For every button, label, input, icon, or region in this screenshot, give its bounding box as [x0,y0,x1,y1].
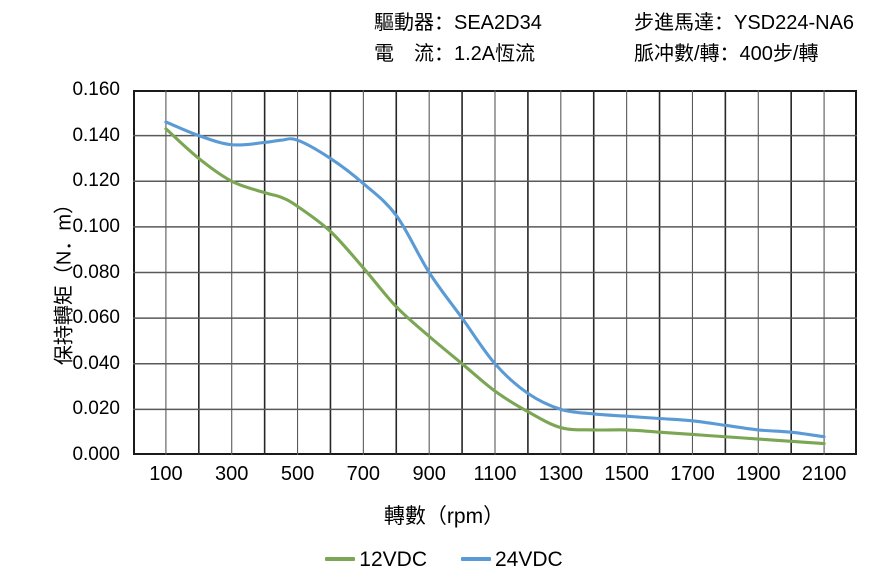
y-tick-label: 0.040 [72,352,120,374]
y-tick-label: 0.060 [72,307,120,329]
x-axis-title: 轉數（rpm） [383,505,505,528]
header-row-1: 驅動器：SEA2D34 步進馬達：YSD224-NA6 [0,10,888,40]
driver-model-text: 驅動器：SEA2D34 [374,12,542,34]
header-row-2: 電 流：1.2A恆流 脈冲數/轉：400步/轉 [0,41,888,71]
x-tick-label: 1100 [473,463,517,485]
pulses-per-rev-text: 脈冲數/轉：400步/轉 [634,43,819,65]
grid-lines [133,90,857,455]
chart-legend: 12VDC 24VDC [0,544,888,574]
y-axis-tick-labels: 0.160 0.140 0.120 0.100 0.080 0.060 0.040 0.020… [0,80,120,464]
x-tick-label: 500 [280,463,315,485]
y-tick-label: 0.120 [72,170,120,192]
legend-swatch-icon [325,557,356,561]
plot-area [133,90,857,455]
y-tick-label: 0.140 [72,124,120,146]
series-line-24vdc [164,120,826,439]
x-tick-label: 900 [412,463,446,485]
x-tick-label: 1500 [604,463,649,485]
y-tick-label: 0.160 [72,79,120,100]
y-tick-label: 0.020 [72,398,120,420]
x-tick-label: 300 [215,463,249,485]
y-tick-label: 0.100 [72,215,120,237]
legend-label: 12VDC [359,547,427,571]
chart-header: 驅動器：SEA2D34 步進馬達：YSD224-NA6 電 流：1.2A恆流 脈… [0,8,888,74]
x-tick-label: 700 [346,463,381,485]
legend-label: 24VDC [495,547,563,571]
x-axis-tick-labels: 100 300 500 700 900 1100 1300 1500 1700 1900 2100 [133,462,857,492]
stepper-motor-text: 步進馬達：YSD224-NA6 [634,12,855,34]
y-tick-label: 0.080 [72,261,120,283]
legend-item-12vdc[interactable]: 12VDC [325,549,427,570]
x-tick-label: 1900 [736,463,781,485]
current-text: 電 流：1.2A恆流 [374,43,536,65]
y-tick-label: 0.000 [72,444,120,465]
x-tick-label: 2100 [801,463,847,485]
x-tick-label: 1700 [670,463,715,485]
series-line-12vdc [164,127,826,446]
x-tick-label: 100 [149,463,183,485]
legend-swatch-icon [461,557,491,561]
legend-item-24vdc[interactable]: 24VDC [461,549,563,570]
x-tick-label: 1300 [538,463,584,485]
data-series [164,120,826,446]
